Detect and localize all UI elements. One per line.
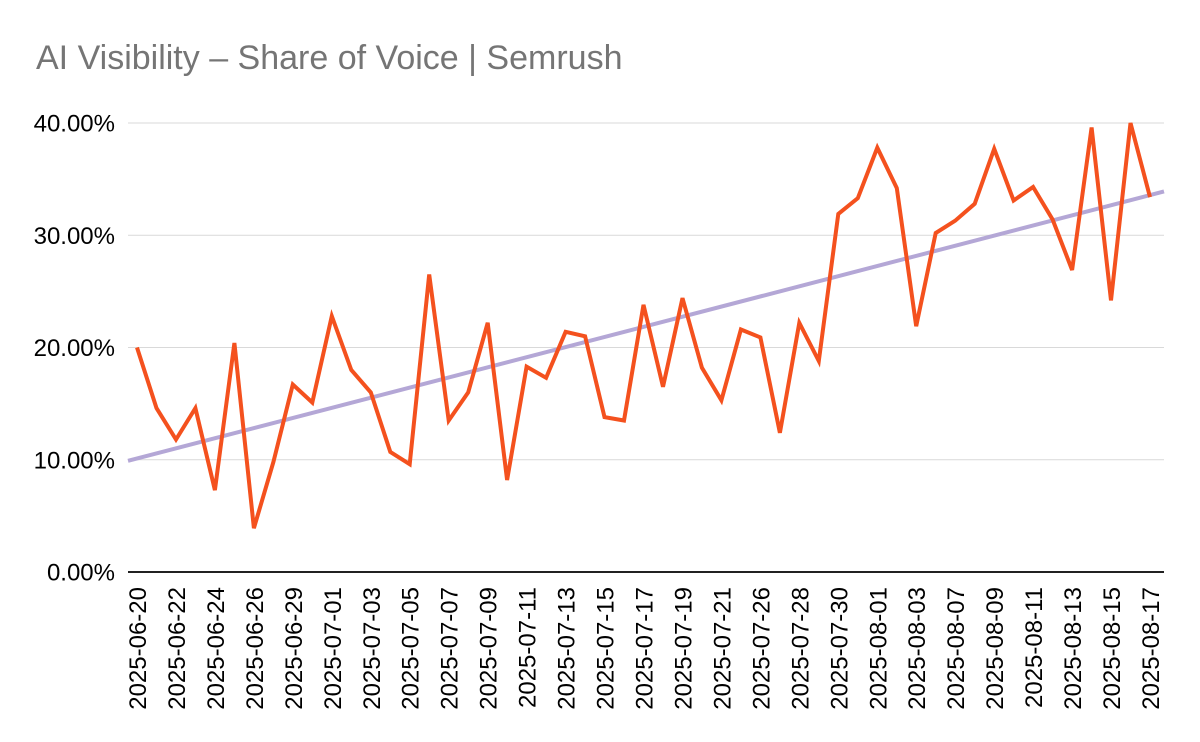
series-layer — [135, 122, 1152, 529]
x-axis-label: 2025-07-07 — [437, 587, 464, 710]
x-axis-label: 2025-07-28 — [787, 587, 814, 710]
x-axis-label: 2025-07-21 — [709, 587, 736, 710]
x-axis-label: 2025-08-01 — [865, 587, 892, 710]
x-axis-label: 2025-07-13 — [554, 587, 581, 710]
x-axis-label: 2025-07-05 — [398, 587, 425, 710]
x-axis-label: 2025-07-09 — [476, 587, 503, 710]
x-axis-label: 2025-08-13 — [1060, 587, 1087, 710]
x-axis-label: 2025-08-11 — [1021, 587, 1048, 708]
x-axis-label: 2025-07-30 — [826, 587, 853, 710]
x-axis-label: 2025-08-09 — [982, 587, 1009, 710]
x-axis-label: 2025-08-03 — [904, 587, 931, 710]
y-axis-label: 20.00% — [34, 335, 115, 362]
x-axis-label: 2025-08-07 — [943, 587, 970, 710]
x-axis-label: 2025-06-26 — [242, 587, 269, 710]
x-axis-label: 2025-07-03 — [359, 587, 386, 710]
x-axis-label: 2025-06-22 — [164, 587, 191, 710]
x-axis-label: 2025-06-29 — [281, 587, 308, 710]
x-axis-label: 2025-07-01 — [320, 587, 347, 710]
x-axis-label: 2025-07-11 — [515, 587, 542, 708]
x-axis-label: 2025-07-15 — [593, 587, 620, 710]
chart-title: AI Visibility – Share of Voice | Semrush — [36, 39, 622, 77]
x-axis-label: 2025-06-24 — [203, 587, 230, 710]
x-axis-labels: 2025-06-20 2025-06-22 2025-06-24 2025-06-26… — [125, 587, 1165, 710]
x-axis-label: 2025-07-19 — [670, 587, 697, 710]
share-of-voice-line — [135, 122, 1152, 529]
y-axis-label: 30.00% — [34, 223, 115, 250]
y-axis-label: 40.00% — [34, 111, 115, 138]
x-axis-label: 2025-08-15 — [1099, 587, 1126, 710]
y-axis-labels: 40.00% 30.00% 20.00% 10.00% 0.00% — [34, 111, 115, 587]
y-axis-label: 10.00% — [34, 447, 115, 474]
gridlines — [128, 122, 1164, 573]
trendline — [127, 189, 1165, 463]
x-axis-label: 2025-06-20 — [125, 587, 152, 710]
trendline-layer — [127, 189, 1165, 463]
y-axis-label: 0.00% — [47, 560, 115, 587]
x-axis-label: 2025-08-17 — [1138, 587, 1165, 710]
x-axis-label: 2025-07-26 — [748, 587, 775, 710]
x-axis-label: 2025-07-17 — [632, 587, 659, 710]
